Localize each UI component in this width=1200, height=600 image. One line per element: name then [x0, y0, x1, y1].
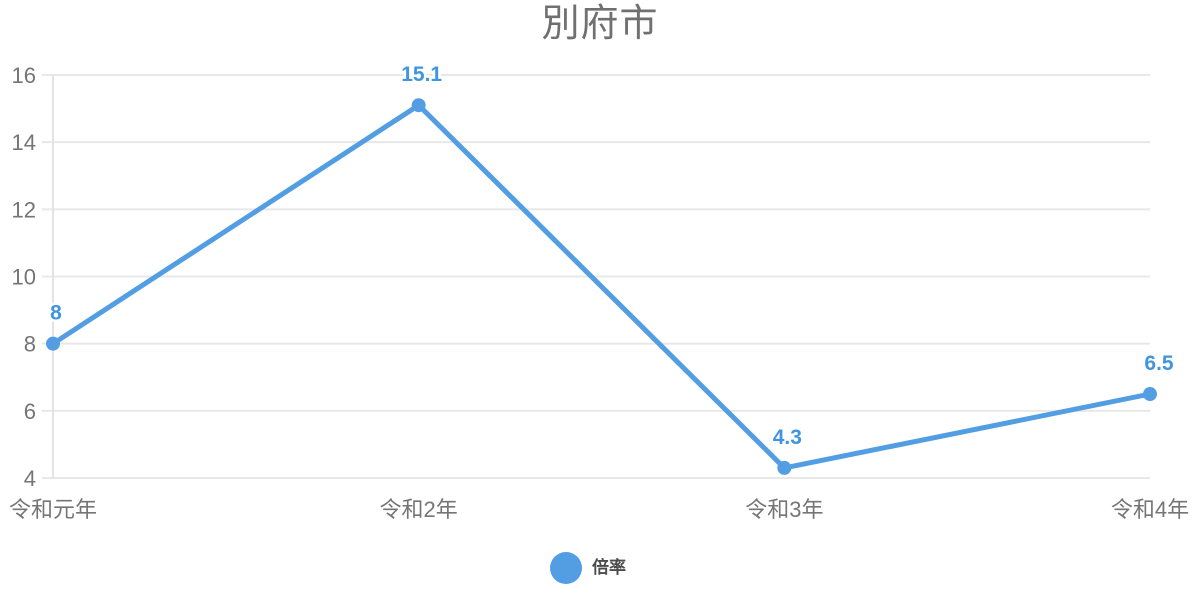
- x-tick-label: 令和元年: [9, 497, 97, 522]
- x-tick-label: 令和3年: [745, 497, 823, 522]
- data-point-label: 6.5: [1144, 352, 1174, 375]
- y-tick-label: 14: [12, 130, 36, 155]
- x-tick-label: 令和4年: [1111, 497, 1189, 522]
- data-point-label: 8: [50, 302, 62, 325]
- y-tick-label: 10: [12, 265, 36, 290]
- x-tick-label: 令和2年: [380, 497, 458, 522]
- data-point-label: 15.1: [401, 63, 442, 86]
- legend-marker-icon: [550, 552, 582, 584]
- series-line: [50, 102, 1153, 471]
- legend: 倍率: [550, 552, 626, 584]
- data-point[interactable]: [411, 98, 426, 113]
- y-tick-label: 4: [24, 466, 36, 491]
- data-point[interactable]: [777, 460, 792, 475]
- data-point-label: 4.3: [773, 426, 802, 449]
- y-tick-label: 6: [24, 399, 36, 424]
- y-tick-label: 8: [24, 332, 36, 357]
- chart-title: 別府市: [541, 3, 659, 45]
- y-tick-label: 16: [12, 63, 36, 88]
- data-point[interactable]: [1143, 387, 1157, 402]
- data-point[interactable]: [46, 336, 60, 351]
- y-tick-label: 12: [12, 197, 36, 222]
- legend-series-label: 倍率: [592, 558, 626, 577]
